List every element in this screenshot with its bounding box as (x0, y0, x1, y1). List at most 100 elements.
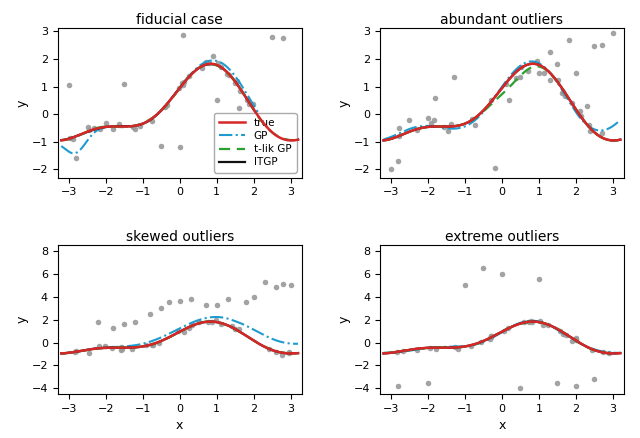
Point (596, 42, 607, 49)
Y-axis label: y: y (338, 316, 351, 323)
Point (439, 123, 449, 130)
X-axis label: x: x (176, 420, 183, 432)
Y-axis label: y: y (15, 99, 29, 107)
Y-axis label: y: y (15, 316, 29, 323)
Point (604, 350, 614, 357)
Point (197, 64, 207, 71)
Point (430, 94, 440, 101)
Point (224, 71, 234, 78)
Point (523, 68, 533, 75)
Point (145, 310, 155, 317)
Point (93, 318, 104, 325)
Point (204, 319, 214, 326)
Point (555, 327, 565, 334)
Point (558, 88, 568, 95)
Point (207, 318, 217, 325)
Point (552, 379, 563, 386)
Point (248, 101, 258, 108)
Point (486, 333, 496, 340)
Point (70, 349, 80, 356)
Point (147, 118, 157, 125)
Point (204, 60, 214, 67)
Point (71, 155, 81, 162)
Point (571, 336, 581, 343)
Point (187, 321, 197, 328)
Point (525, 317, 536, 324)
Point (490, 165, 500, 172)
Point (586, 346, 596, 353)
Point (63, 81, 74, 88)
Point (131, 125, 141, 132)
Point (449, 73, 459, 80)
Point (70, 347, 81, 354)
Point (501, 80, 511, 87)
Point (211, 317, 221, 324)
Point (83, 350, 93, 357)
Point (260, 278, 270, 285)
Point (174, 84, 184, 91)
Point (558, 331, 568, 338)
Point (552, 77, 563, 84)
Point (515, 73, 525, 80)
Point (119, 80, 129, 87)
Point (277, 351, 287, 358)
Point (223, 295, 233, 302)
Point (486, 333, 496, 340)
Point (268, 130, 278, 137)
Point (95, 125, 106, 132)
Point (534, 69, 544, 76)
Point (527, 318, 538, 325)
Legend: true, GP, t-lik GP, ITGP: true, GP, t-lik GP, ITGP (214, 113, 296, 173)
Point (208, 53, 218, 60)
Point (134, 123, 145, 130)
Point (585, 127, 595, 134)
Point (100, 343, 110, 350)
Point (173, 328, 184, 335)
Point (113, 121, 124, 128)
Point (271, 348, 281, 355)
Point (538, 321, 548, 328)
Point (572, 334, 582, 341)
Point (532, 57, 542, 64)
Point (557, 89, 567, 96)
Point (502, 325, 513, 332)
Point (235, 87, 245, 94)
Point (186, 295, 196, 302)
Point (65, 134, 75, 141)
Point (515, 385, 525, 392)
Point (116, 346, 126, 353)
Point (486, 97, 496, 104)
Point (566, 337, 577, 344)
Point (545, 49, 555, 56)
Point (108, 125, 118, 132)
Point (460, 282, 470, 289)
Point (212, 301, 222, 308)
Point (412, 346, 422, 353)
Point (467, 116, 477, 123)
Point (540, 69, 550, 76)
Point (394, 125, 404, 132)
Point (567, 99, 577, 106)
Point (392, 348, 402, 355)
Point (442, 127, 452, 134)
Title: extreme outliers: extreme outliers (445, 230, 559, 244)
Point (84, 127, 94, 134)
Point (184, 72, 194, 79)
Point (426, 119, 436, 126)
Point (127, 346, 138, 353)
Point (241, 299, 252, 306)
Point (404, 116, 415, 123)
Title: abundant outliers: abundant outliers (440, 13, 563, 27)
Point (278, 35, 289, 42)
Point (175, 298, 185, 305)
Point (398, 348, 408, 355)
Point (559, 92, 570, 99)
Point (478, 265, 488, 272)
Y-axis label: y: y (338, 99, 351, 107)
X-axis label: x: x (499, 420, 506, 432)
Point (284, 349, 294, 356)
Point (179, 328, 189, 336)
Point (147, 342, 157, 349)
Point (177, 79, 188, 86)
Point (543, 321, 554, 328)
